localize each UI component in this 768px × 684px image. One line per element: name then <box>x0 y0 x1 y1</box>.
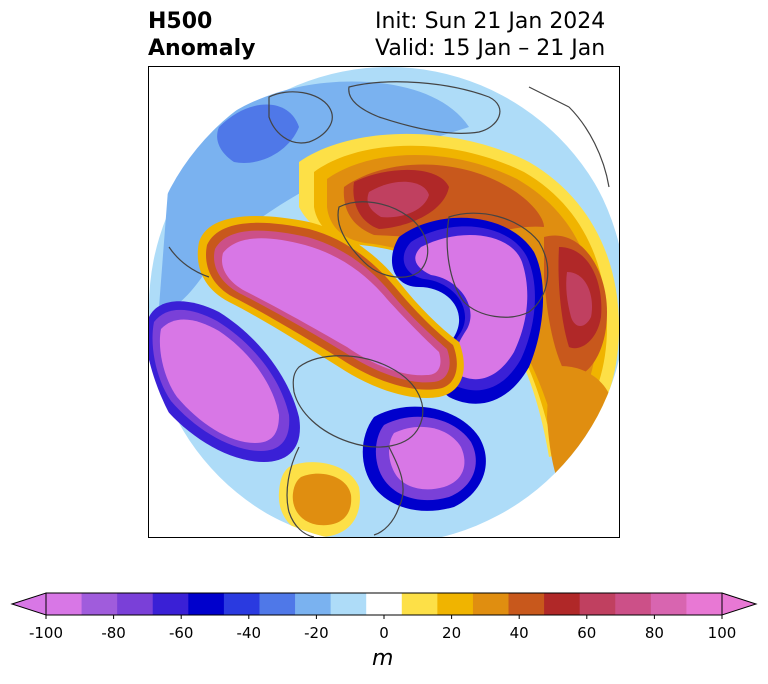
tick-label: 40 <box>509 624 529 642</box>
positive-core-pacific <box>221 238 441 376</box>
valid-range: Valid: 15 Jan – 21 Jan <box>375 36 606 61</box>
colorbar-segment <box>81 593 118 615</box>
colorbar-segment <box>223 593 260 615</box>
title-anomaly: Anomaly <box>148 36 256 61</box>
tick-label: 60 <box>577 624 597 642</box>
colorbar-ticks <box>45 615 723 619</box>
title-left: H500 Anomaly <box>148 8 255 62</box>
coastline-siberia <box>528 86 610 188</box>
colorbar-segment <box>259 593 296 615</box>
negative-core-greenland <box>217 104 299 163</box>
positive-peak-asia <box>566 272 592 326</box>
tick-label: 80 <box>644 624 664 642</box>
positive-core-southwest <box>292 473 352 526</box>
negative-core-pacific <box>159 319 279 443</box>
tick-label: -60 <box>168 624 194 642</box>
colorbar <box>10 592 758 619</box>
colorbar-segment <box>686 593 723 615</box>
title-right: Init: Sun 21 Jan 2024 Valid: 15 Jan – 21… <box>375 8 605 62</box>
colorbar-segment <box>437 593 474 615</box>
coastline-east-us <box>373 446 404 536</box>
colorbar-segment <box>117 593 154 615</box>
tick-label: -80 <box>101 624 126 642</box>
colorbar-segment <box>579 593 616 615</box>
tick-label: 100 <box>707 624 737 642</box>
colorbar-extend-high <box>721 592 758 616</box>
colorbar-segment <box>188 593 225 615</box>
negative-core-arctic <box>415 235 528 380</box>
colorbar-extend-low <box>10 592 47 616</box>
colorbar-segment <box>152 593 189 615</box>
tick-label: -100 <box>28 624 64 642</box>
coastline-greenland <box>268 91 333 144</box>
anomaly-field <box>149 67 619 537</box>
colorbar-segment <box>544 593 581 615</box>
positive-peak-europe <box>367 181 429 218</box>
coastline-europe <box>337 201 429 278</box>
tick-label: 0 <box>379 624 389 642</box>
colorbar-tick-labels: -100 -80 -60 -40 -20 0 20 40 60 80 100 <box>0 624 768 646</box>
coastline-alaska <box>168 246 210 278</box>
colorbar-segment <box>615 593 652 615</box>
negative-core-atlantic <box>388 426 465 490</box>
colorbar-segment <box>401 593 438 615</box>
tick-label: 20 <box>442 624 462 642</box>
init-date: Init: Sun 21 Jan 2024 <box>375 9 606 34</box>
colorbar-segment <box>366 593 403 615</box>
colorbar-segment <box>508 593 545 615</box>
coastline-asia <box>446 212 549 318</box>
map-panel <box>148 66 620 538</box>
coastline-north-america <box>292 355 424 448</box>
anomaly-map <box>149 67 619 537</box>
colorbar-segment <box>295 593 332 615</box>
coastline-west-us <box>286 446 315 537</box>
tick-label: -20 <box>304 624 329 642</box>
tick-label: -40 <box>236 624 262 642</box>
colorbar-segments <box>10 592 758 616</box>
colorbar-segment <box>650 593 687 615</box>
coastlines <box>168 81 610 537</box>
title-variable: H500 <box>148 9 213 34</box>
coastline-arctic <box>348 81 501 134</box>
colorbar-unit: m <box>372 646 394 671</box>
colorbar-segment <box>46 593 83 615</box>
colorbar-segment <box>330 593 367 615</box>
colorbar-segment <box>472 593 510 615</box>
